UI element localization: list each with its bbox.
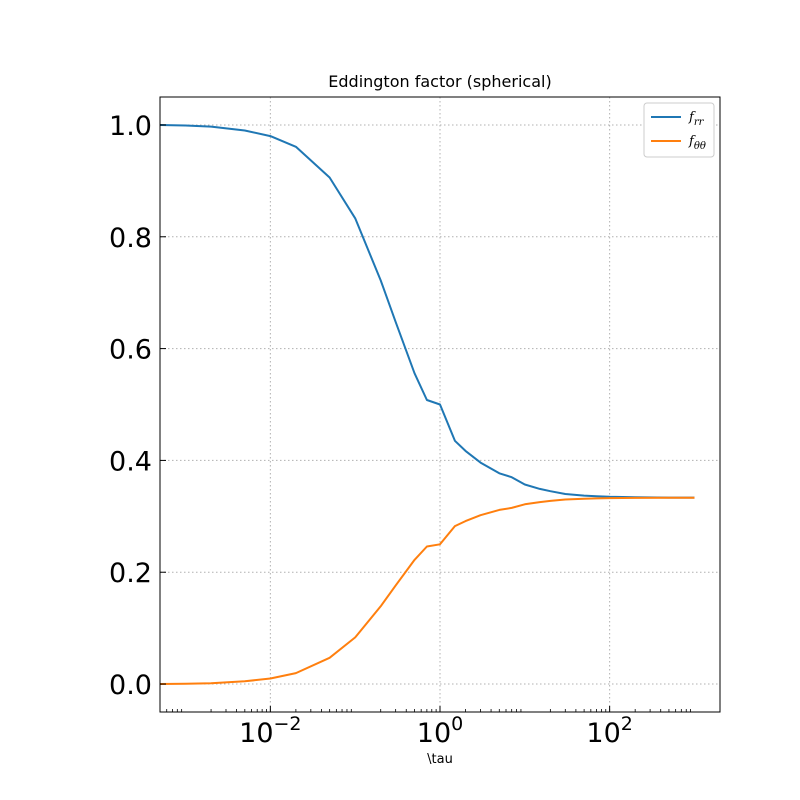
series-layer	[159, 124, 695, 685]
x-tick-label: 102	[586, 713, 632, 749]
y-tick-label: 0.0	[109, 670, 152, 701]
tick-layer: 10−2 100 102 0.0 0.2 0.4 0.6 0.8 1.0	[109, 111, 721, 749]
chart-title: Eddington factor (spherical)	[328, 72, 551, 91]
x-tick-label: 100	[417, 713, 463, 749]
y-tick-label: 0.4	[109, 446, 152, 477]
grid-layer	[160, 97, 720, 712]
series-line-0	[159, 124, 695, 499]
legend-label-1: fθθ	[688, 134, 706, 152]
x-axis-label: \tau	[427, 752, 453, 767]
legend: frr fθθ	[643, 102, 715, 158]
legend-label-0: frr	[688, 110, 705, 128]
x-tick-label: 10−2	[239, 713, 301, 749]
y-tick-label: 0.6	[109, 335, 152, 366]
y-tick-label: 0.8	[109, 223, 152, 254]
y-tick-label: 1.0	[109, 111, 152, 142]
series-line-1	[159, 496, 695, 685]
y-tick-label: 0.2	[109, 558, 152, 589]
